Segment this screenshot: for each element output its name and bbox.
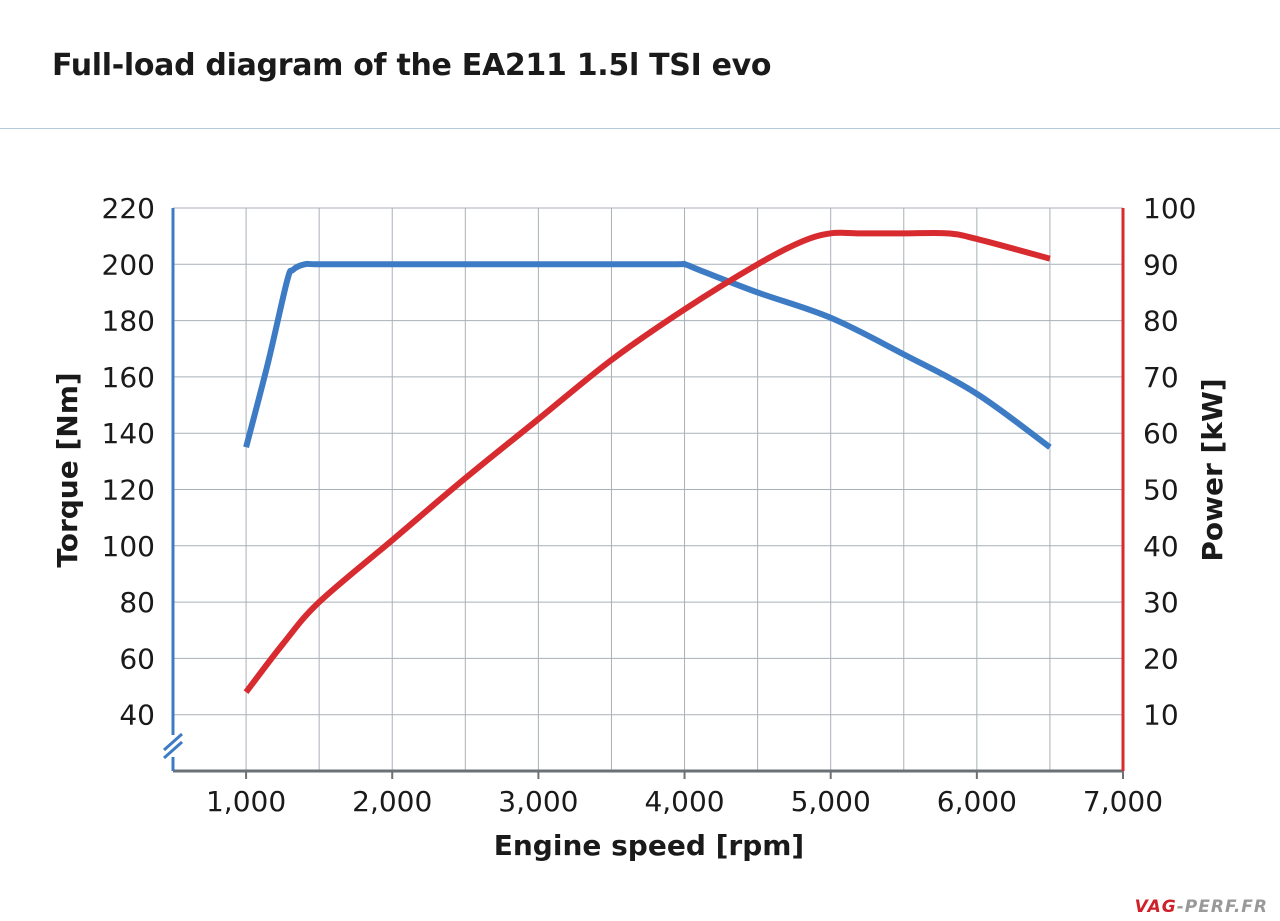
axes xyxy=(163,208,1125,779)
y-tick-label: 80 xyxy=(119,586,155,619)
y2-axis-title: Power [kW] xyxy=(1196,378,1229,561)
y2-tick-label: 100 xyxy=(1143,192,1196,225)
x-tick-label: 5,000 xyxy=(791,785,871,818)
y-tick-label: 60 xyxy=(119,642,155,675)
y2-tick-label: 10 xyxy=(1143,699,1179,732)
y-tick-label: 40 xyxy=(119,699,155,732)
y-tick-label: 140 xyxy=(102,417,155,450)
grid xyxy=(173,207,1123,771)
y-tick-label: 160 xyxy=(102,361,155,394)
axis-break-mark xyxy=(163,740,183,760)
x-tick-label: 2,000 xyxy=(352,785,432,818)
y2-tick-label: 50 xyxy=(1143,474,1179,507)
logo-suffix: -PERF.FR xyxy=(1176,897,1268,917)
y-tick-label: 120 xyxy=(102,474,155,507)
y-tick-label: 180 xyxy=(102,305,155,338)
y2-tick-label: 40 xyxy=(1143,530,1179,563)
power-line xyxy=(243,229,1051,695)
y-axis-title: Torque [Nm] xyxy=(51,372,84,567)
x-tick-label: 6,000 xyxy=(937,785,1017,818)
y-tick-label: 100 xyxy=(102,530,155,563)
logo-brand: VAG xyxy=(1134,897,1177,917)
y2-tick-label: 90 xyxy=(1143,248,1179,281)
watermark-logo: VAG-PERF.FR xyxy=(1135,897,1268,917)
y2-tick-label: 60 xyxy=(1143,417,1179,450)
axis-break-mark xyxy=(163,732,183,752)
header-divider xyxy=(0,128,1280,129)
y-tick-label: 200 xyxy=(102,248,155,281)
x-tick-label: 7,000 xyxy=(1083,785,1163,818)
y2-tick-label: 20 xyxy=(1143,642,1179,675)
y2-tick-label: 30 xyxy=(1143,586,1179,619)
x-tick-label: 1,000 xyxy=(206,785,286,818)
axis-break-gap xyxy=(165,735,181,757)
y2-tick-label: 70 xyxy=(1143,361,1179,394)
tick-labels: 1,000 2,000 3,000 4,000 5,000 6,000 7,000 40 60 8… xyxy=(102,192,1197,818)
x-axis-title: Engine speed [rpm] xyxy=(494,829,804,862)
y-tick-label: 220 xyxy=(102,192,155,225)
torque-line xyxy=(243,260,1052,450)
y2-tick-label: 80 xyxy=(1143,305,1179,338)
x-tick-label: 4,000 xyxy=(644,785,724,818)
page-title: Full-load diagram of the EA211 1.5l TSI … xyxy=(52,48,772,83)
series xyxy=(243,229,1052,695)
x-tick-label: 3,000 xyxy=(498,785,578,818)
